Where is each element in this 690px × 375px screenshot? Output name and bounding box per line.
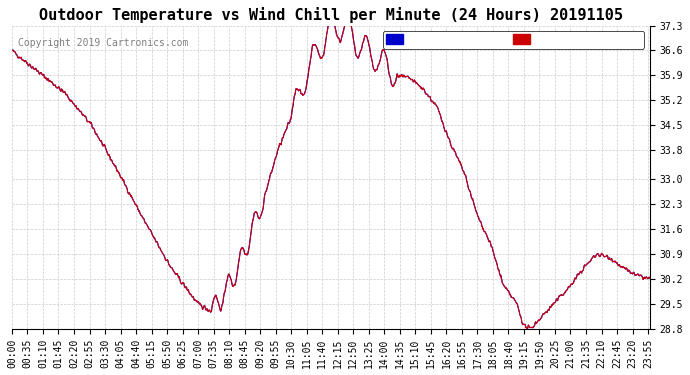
- Text: Copyright 2019 Cartronics.com: Copyright 2019 Cartronics.com: [19, 38, 188, 48]
- Temperature (°F): [343, 13, 351, 18]
- Legend: Wind Chill (°F), Temperature (°F): Wind Chill (°F), Temperature (°F): [383, 31, 644, 48]
- Title: Outdoor Temperature vs Wind Chill per Minute (24 Hours) 20191105: Outdoor Temperature vs Wind Chill per Mi…: [39, 7, 623, 23]
- Wind Chill (°F): [646, 276, 654, 280]
- Temperature (°F): [8, 48, 16, 52]
- Temperature (°F): [523, 326, 531, 331]
- Wind Chill (°F): [134, 207, 142, 212]
- Line: Temperature (°F): Temperature (°F): [12, 15, 650, 328]
- Wind Chill (°F): [8, 48, 16, 52]
- Temperature (°F): [646, 276, 654, 280]
- Wind Chill (°F): [514, 305, 522, 309]
- Wind Chill (°F): [571, 276, 579, 280]
- Temperature (°F): [150, 235, 158, 239]
- Temperature (°F): [134, 207, 142, 212]
- Temperature (°F): [514, 305, 522, 309]
- Wind Chill (°F): [221, 289, 229, 293]
- Line: Wind Chill (°F): Wind Chill (°F): [12, 15, 650, 328]
- Wind Chill (°F): [523, 326, 531, 331]
- Temperature (°F): [571, 276, 579, 280]
- Wind Chill (°F): [343, 13, 351, 18]
- Wind Chill (°F): [431, 101, 439, 105]
- Temperature (°F): [221, 289, 229, 293]
- Temperature (°F): [431, 101, 439, 105]
- Wind Chill (°F): [150, 235, 158, 239]
